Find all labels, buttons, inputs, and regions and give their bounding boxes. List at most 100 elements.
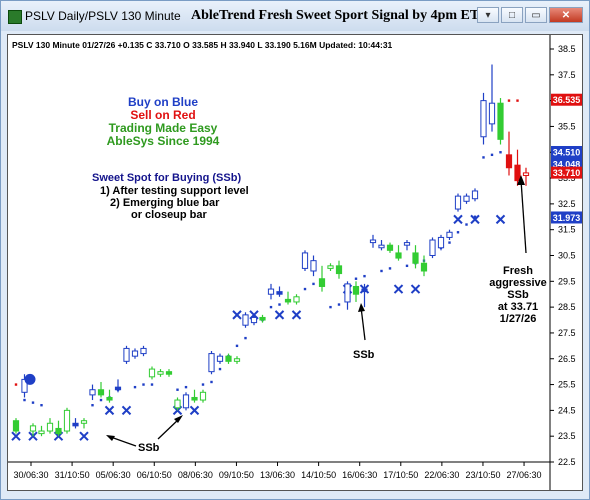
candle — [403, 240, 411, 251]
candle — [327, 263, 334, 271]
candle — [174, 397, 181, 411]
candle — [267, 283, 275, 300]
candle — [148, 366, 156, 380]
support-x-marker — [232, 310, 242, 320]
stop-dot — [235, 344, 239, 348]
candle — [369, 234, 377, 248]
stop-dot — [210, 380, 213, 384]
svg-text:34.510: 34.510 — [553, 147, 581, 157]
minimize-button[interactable]: □ — [501, 7, 523, 23]
stop-dot — [176, 388, 179, 391]
note-line-2: 2) Emerging blue bar — [110, 197, 220, 209]
app-icon — [8, 10, 22, 24]
maximize-button[interactable]: ▭ — [525, 7, 547, 23]
candle — [497, 98, 504, 145]
y-tick-label: 23.5 — [558, 431, 576, 441]
candle — [378, 240, 385, 251]
candle — [106, 389, 113, 403]
support-x-marker — [79, 431, 89, 441]
candle — [344, 281, 351, 310]
stop-dot — [40, 404, 43, 407]
stop-dot — [329, 305, 332, 309]
candle — [199, 389, 207, 403]
candle — [293, 294, 300, 305]
stop-dot — [363, 274, 366, 278]
stop-dot — [405, 264, 409, 268]
candle — [463, 193, 470, 204]
y-tick-label: 25.5 — [558, 380, 576, 390]
y-tick-label: 31.5 — [558, 225, 576, 235]
price-label: 36.535 — [551, 93, 582, 106]
stop-dot — [218, 367, 222, 371]
x-tick-label: 05/06:30 — [96, 470, 131, 480]
note-title: Sweet Spot for Buying (SSb) — [92, 172, 241, 184]
candle — [480, 92, 487, 145]
candle — [361, 283, 368, 308]
support-x-marker — [453, 214, 463, 225]
candle — [335, 260, 343, 279]
stop-dot — [456, 231, 460, 234]
stop-dot — [465, 223, 468, 226]
ssb-annotation-2: SSb — [353, 303, 375, 361]
close-button[interactable]: ✕ — [549, 7, 583, 23]
svg-text:34.048: 34.048 — [553, 159, 581, 169]
y-tick-label: 37.5 — [558, 70, 576, 80]
x-tick-label: 22/06:30 — [424, 470, 459, 480]
legend-ablesys: AbleSys Since 1994 — [107, 134, 220, 148]
support-x-marker — [410, 284, 421, 294]
stop-dot — [278, 303, 281, 306]
support-x-marker — [495, 214, 506, 225]
stop-dot — [312, 282, 315, 286]
candle — [38, 425, 45, 437]
y-tick-label: 38.5 — [558, 44, 576, 54]
candle — [12, 418, 20, 434]
fresh-line-2: aggressive — [489, 277, 546, 289]
note-line-3: or closeup bar — [131, 209, 208, 221]
ssb-annotation-1: SSb — [106, 415, 183, 454]
candle — [225, 353, 232, 364]
stop-dot — [142, 383, 145, 386]
candle — [140, 345, 147, 357]
candle — [72, 418, 79, 429]
price-chart: PSLV 130 Minute 01/27/26 +0.135 C 33.710… — [8, 35, 582, 490]
support-x-marker — [393, 284, 404, 294]
candle — [131, 348, 139, 359]
candle — [97, 381, 105, 398]
candle — [233, 356, 241, 364]
stop-dot — [303, 287, 307, 291]
candle — [412, 245, 419, 269]
stop-dot — [499, 151, 502, 154]
candle — [259, 314, 266, 323]
chart-title: AbleTrend Fresh Sweet Sport Signal by 4p… — [191, 8, 480, 23]
y-tick-label: 24.5 — [558, 405, 576, 415]
price-label: 33.710 — [551, 166, 582, 179]
stop-dot — [244, 336, 247, 340]
candle — [55, 420, 62, 437]
candle — [250, 314, 258, 326]
support-x-marker — [189, 405, 200, 416]
candle — [301, 250, 309, 271]
candle — [182, 392, 190, 411]
legend-sell-on-red: Sell on Red — [130, 108, 195, 122]
stop-dot — [380, 269, 383, 273]
candle — [208, 351, 215, 375]
buy-signal-dot — [24, 373, 36, 385]
title-bar[interactable]: PSLV Daily/PSLV 130 Minute AbleTrend Fre… — [1, 1, 589, 31]
stop-dot — [31, 401, 35, 404]
candle — [89, 384, 96, 401]
dropdown-button[interactable]: ▾ — [477, 7, 499, 23]
candle — [446, 229, 453, 241]
candle — [429, 237, 436, 259]
legend-block: Buy on Blue Sell on Red Trading Made Eas… — [107, 95, 220, 148]
stop-dot — [482, 156, 485, 159]
x-tick-label: 31/10:50 — [55, 470, 90, 480]
support-x-marker — [470, 214, 480, 225]
x-tick-label: 16/06:30 — [342, 470, 377, 480]
stop-dot — [448, 241, 451, 244]
note-line-1: 1) After testing support level — [100, 185, 249, 197]
candle — [276, 286, 283, 297]
svg-text:31.973: 31.973 — [553, 213, 581, 223]
candle — [46, 418, 54, 434]
x-tick-label: 08/06:30 — [178, 470, 213, 480]
